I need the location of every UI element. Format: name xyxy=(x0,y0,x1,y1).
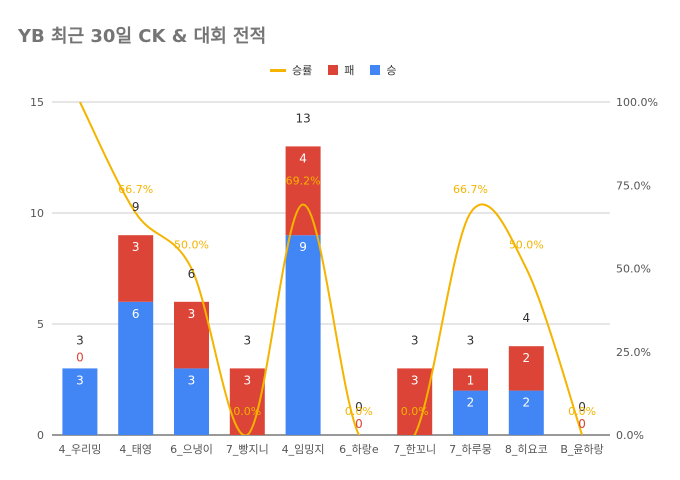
legend-label-winrate: 승률 xyxy=(292,64,313,77)
data-label-loss: 2 xyxy=(522,351,530,365)
data-label-loss: 0 xyxy=(355,417,363,431)
bar-win xyxy=(174,368,209,435)
data-label-loss: 3 xyxy=(188,307,196,321)
legend-item-loss: 패 xyxy=(328,62,354,78)
y-left-tick-label: 10 xyxy=(30,207,44,220)
data-label-win: 2 xyxy=(467,396,475,410)
y-right-tick-label: 75.0% xyxy=(616,179,651,192)
bar-win xyxy=(118,301,154,435)
x-category-label: 6_으냉이 xyxy=(170,443,213,456)
x-category-label: 7_하루뭉 xyxy=(449,442,492,456)
bar-loss xyxy=(285,146,321,236)
y-left-tick-label: 5 xyxy=(37,318,44,331)
bar-loss xyxy=(453,368,488,391)
y-right-tick-label: 0.0% xyxy=(616,429,644,442)
x-category-label: 6_하랑e xyxy=(339,442,379,456)
data-label-winrate: 69.2% xyxy=(286,175,321,188)
legend-label-win: 승 xyxy=(386,64,397,77)
data-label-winrate: 50.0% xyxy=(509,239,544,252)
data-label-total: 0 xyxy=(355,400,363,414)
bar-win xyxy=(508,390,544,435)
data-label-total: 3 xyxy=(76,333,84,347)
legend-label-loss: 패 xyxy=(344,64,355,77)
data-label-winrate: 0.0% xyxy=(233,405,261,418)
legend-swatch-winrate xyxy=(270,68,286,72)
x-category-label: 7_빵지니 xyxy=(226,443,269,456)
data-label-win: 2 xyxy=(522,396,530,410)
data-label-winrate: 0.0% xyxy=(401,405,429,418)
data-label-loss: 3 xyxy=(411,373,419,387)
x-category-label: B_윤하랑 xyxy=(560,442,603,456)
data-label-loss: 4 xyxy=(299,151,307,165)
data-label-win: 6 xyxy=(132,307,140,321)
x-category-label: 8_히요코 xyxy=(505,442,548,456)
data-label-total: 3 xyxy=(467,333,475,347)
x-category-label: 4_태영 xyxy=(119,443,152,456)
data-label-total: 0 xyxy=(578,400,586,414)
legend-item-winrate: 승률 xyxy=(270,62,312,78)
data-label-loss: 1 xyxy=(467,373,475,387)
y-right-tick-label: 25.0% xyxy=(616,346,651,359)
data-label-loss: 3 xyxy=(132,240,140,254)
data-label-total: 4 xyxy=(522,311,530,325)
y-right-tick-label: 100.0% xyxy=(616,96,658,109)
legend: 승률 패 승 xyxy=(270,62,413,78)
data-label-win: 3 xyxy=(76,373,84,387)
x-category-label: 4_우리밍 xyxy=(58,443,101,456)
data-label-total: 3 xyxy=(411,333,419,347)
legend-swatch-win xyxy=(370,65,381,75)
data-label-win: 3 xyxy=(188,373,196,387)
bar-loss xyxy=(118,235,154,302)
legend-item-win: 승 xyxy=(370,62,397,78)
data-label-loss: 3 xyxy=(243,373,251,387)
y-left-tick-label: 0 xyxy=(37,429,44,442)
data-label-total: 3 xyxy=(243,333,251,347)
series-line-winrate xyxy=(79,102,584,435)
x-category-label: 7_한꼬니 xyxy=(393,443,436,456)
data-label-total: 13 xyxy=(295,111,310,125)
data-label-total: 6 xyxy=(188,267,196,281)
data-label-win: 9 xyxy=(299,240,307,254)
y-right-tick-label: 50.0% xyxy=(616,263,651,276)
bar-win xyxy=(453,390,488,435)
bar-loss xyxy=(508,346,544,391)
bar-loss xyxy=(174,301,209,369)
data-label-winrate: 0.0% xyxy=(568,405,596,418)
data-label-loss: 0 xyxy=(578,417,586,431)
x-category-label: 4_임밍지 xyxy=(282,443,325,456)
data-label-winrate: 66.7% xyxy=(118,183,153,196)
data-label-winrate: 0.0% xyxy=(345,405,373,418)
data-label-total: 9 xyxy=(132,200,140,214)
data-label-loss: 0 xyxy=(76,350,84,364)
data-label-winrate: 66.7% xyxy=(453,183,488,196)
bar-win xyxy=(62,368,98,435)
chart-title: YB 최근 30일 CK & 대회 전적 xyxy=(18,26,267,47)
bar-win xyxy=(285,235,321,435)
y-left-tick-label: 15 xyxy=(30,96,44,109)
legend-swatch-loss xyxy=(328,65,339,75)
data-label-winrate: 50.0% xyxy=(174,239,209,252)
